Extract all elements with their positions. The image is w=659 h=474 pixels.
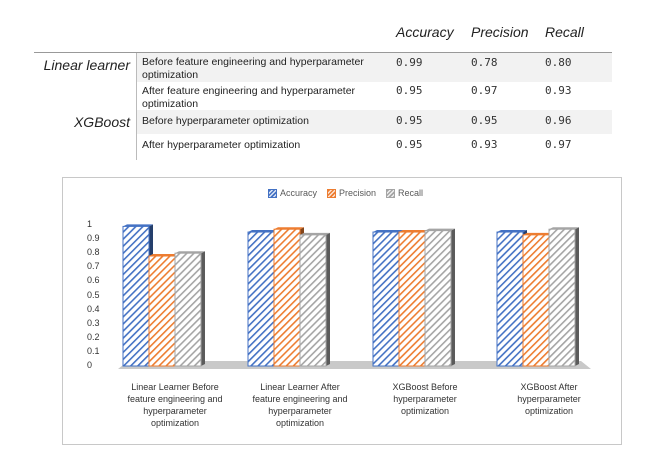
legend-item-precision: Precision [327, 188, 376, 198]
column-header-precision: Precision [471, 24, 529, 40]
cell-precision: 0.78 [471, 56, 498, 69]
x-category-label-line: hyperparameter [268, 406, 332, 416]
x-category-label: XGBoost Before hyperparameter optimization [365, 381, 485, 417]
x-category-label-line: hyperparameter [143, 406, 207, 416]
y-tick-label: 0.9 [87, 233, 100, 244]
x-category-label-line: XGBoost Before [392, 382, 458, 392]
row-condition: Before hyperparameter optimization [142, 115, 309, 127]
row-condition: After hyperparameter optimization [142, 139, 301, 151]
x-category-label-line: optimization [400, 406, 450, 416]
x-category-label-line: feature engineering and [127, 394, 223, 404]
y-tick-label: 0.5 [87, 289, 100, 300]
x-category-label-line: hyperparameter [517, 394, 581, 404]
bar-recall-1 [299, 232, 330, 367]
cell-recall: 0.97 [545, 138, 572, 151]
cell-recall: 0.80 [545, 56, 572, 69]
cell-precision: 0.97 [471, 84, 498, 97]
y-tick-label: 0.2 [87, 331, 100, 342]
x-category-label-line: Linear Learner After [260, 382, 340, 392]
cell-recall: 0.96 [545, 114, 572, 127]
bar-recall-0 [174, 251, 205, 367]
cell-accuracy: 0.95 [396, 114, 423, 127]
y-tick-label: 0.7 [87, 261, 100, 272]
bar-chart: Accuracy Precision Recall 0 0.1 0.2 0.3 0.4 0… [62, 177, 622, 445]
x-category-label-line: optimization [150, 418, 200, 428]
y-tick-label: 0.6 [87, 275, 100, 286]
cell-precision: 0.93 [471, 138, 498, 151]
cell-accuracy: 0.95 [396, 84, 423, 97]
y-tick-label: 0.1 [87, 345, 100, 356]
model-linear-learner: Linear learner [43, 57, 130, 73]
y-tick-label: 1 [87, 219, 93, 229]
y-tick-label: 0.4 [87, 303, 100, 314]
legend-item-accuracy: Accuracy [268, 188, 317, 198]
table-top-rule [34, 52, 612, 53]
cell-accuracy: 0.99 [396, 56, 423, 69]
x-category-label-line: optimization [524, 406, 574, 416]
x-category-label: Linear Learner Before feature engineering… [115, 381, 235, 429]
row-condition: After feature engineering and hyperparam… [142, 85, 356, 110]
legend-swatch [268, 188, 277, 198]
row-condition: Before feature engineering and hyperpara… [142, 56, 364, 81]
model-xgboost: XGBoost [73, 114, 130, 130]
x-category-label-line: Linear Learner Before [131, 382, 219, 392]
legend-label: Recall [398, 188, 424, 198]
bar-recall-2 [424, 228, 455, 367]
x-category-label: XGBoost After hyperparameter optimization [489, 381, 609, 417]
column-header-accuracy: Accuracy [396, 24, 454, 40]
legend-label: Accuracy [280, 188, 318, 198]
bar-recall-3 [548, 227, 579, 367]
x-category-label-line: hyperparameter [393, 394, 457, 404]
cell-precision: 0.95 [471, 114, 498, 127]
legend-label: Precision [339, 188, 377, 198]
y-tick-label: 0.3 [87, 317, 100, 328]
y-tick-label: 0.8 [87, 247, 100, 258]
chart-legend: Accuracy Precision Recall [268, 188, 423, 198]
legend-swatch [386, 188, 396, 198]
column-header-recall: Recall [545, 24, 584, 40]
row-band [136, 53, 612, 82]
results-table: Accuracy Precision Recall Linear learner… [0, 0, 659, 165]
plot-area [118, 224, 591, 369]
bars [122, 224, 579, 367]
y-tick-label: 0 [87, 360, 93, 370]
x-category-label-line: optimization [275, 418, 325, 428]
x-category-label-line: XGBoost After [520, 382, 578, 392]
x-category-label-line: feature engineering and [252, 394, 348, 404]
legend-item-recall: Recall [386, 188, 423, 198]
table-column-divider [136, 53, 137, 160]
chart-floor [118, 361, 591, 369]
row-band [136, 110, 612, 134]
cell-recall: 0.93 [545, 84, 572, 97]
x-category-label: Linear Learner After feature engineering … [240, 381, 360, 429]
cell-accuracy: 0.95 [396, 138, 423, 151]
chart-floor-plane [118, 361, 591, 369]
legend-swatch [327, 188, 337, 198]
